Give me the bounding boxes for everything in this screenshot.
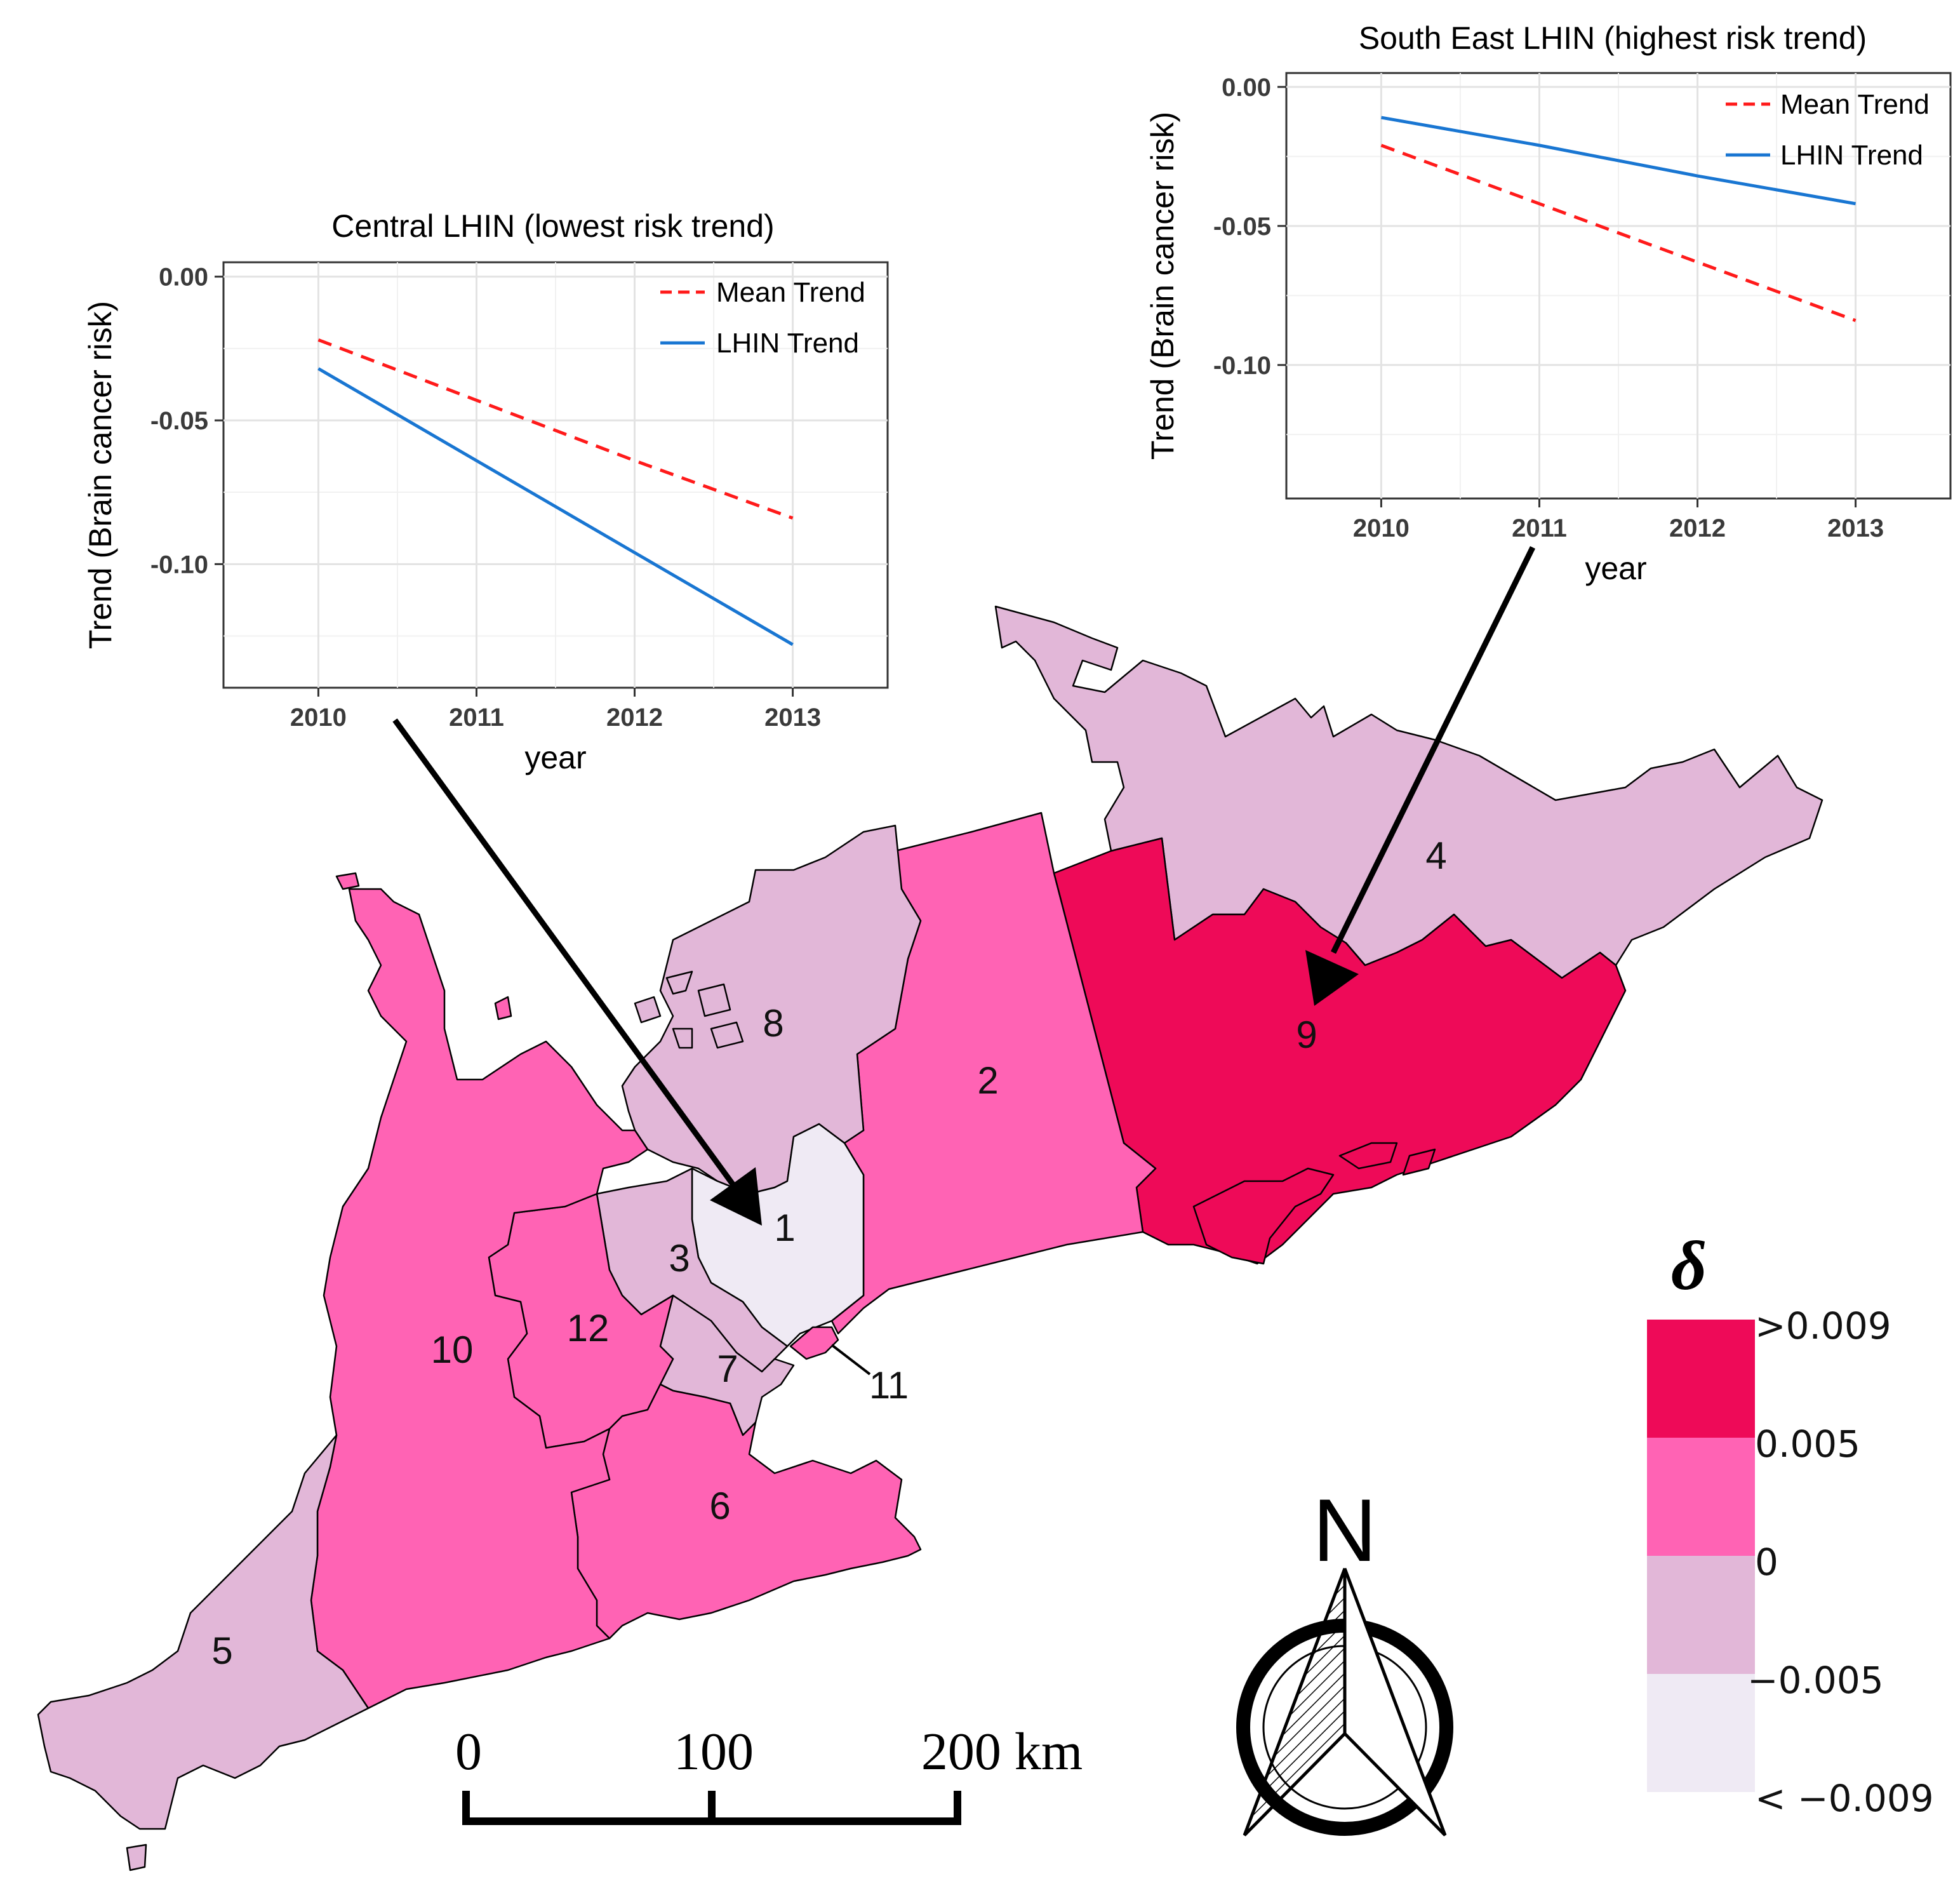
scale-label-100: 100 [674,1722,754,1781]
region-label-6: 6 [709,1485,730,1527]
gridlines [1286,73,1950,498]
y-axis-ticks: 0.00 -0.05 -0.10 [1213,74,1286,380]
scale-label-200-km: 200 km [921,1722,1083,1781]
legend-label-gt-0-009: >0.009 [1755,1304,1891,1348]
callout-arrows [392,546,1536,1226]
y-tick-label: 0.00 [159,264,208,291]
legend-label-mean-trend: Mean Trend [1780,89,1930,120]
region-10-islands [335,872,512,1020]
region-label-5: 5 [211,1629,232,1672]
region-label-12: 12 [567,1307,610,1349]
north-arrow-right-half [1343,1568,1447,1836]
color-legend: δ >0.009 0.005 0 −0.005 < −0.009 [1647,1227,1934,1820]
legend-swatch-gt-0-009 [1647,1320,1755,1438]
legend-swatch-0-005 [1647,1438,1755,1556]
region-label-7: 7 [717,1348,738,1390]
region-8-islands [634,970,744,1049]
region-5-island [126,1843,147,1871]
legend-title: δ [1671,1227,1707,1304]
chart-title: Central LHIN (lowest risk trend) [331,208,774,244]
region-label-4: 4 [1425,834,1446,877]
legend-label-lt-neg-0-009: < −0.009 [1755,1777,1934,1820]
scale-bar: 0 100 200 km [455,1722,1083,1825]
region-9-islands [1192,1142,1436,1265]
x-tick-label: 2012 [606,704,663,732]
region-10 [310,888,649,1709]
region-label-9: 9 [1296,1014,1317,1056]
scale-label-0: 0 [455,1722,482,1781]
x-tick-label: 2010 [1353,514,1410,542]
x-axis-ticks: 2010 2011 2012 2013 [1353,498,1884,542]
y-axis-ticks: 0.00 -0.05 -0.10 [150,264,223,579]
arrow-to-region-1 [392,718,744,1198]
legend-swatch-0 [1647,1556,1755,1674]
region-label-3: 3 [669,1237,690,1280]
legend-label-neg-0-005: −0.005 [1747,1659,1884,1702]
chart-legend: Mean Trend LHIN Trend [660,277,865,359]
region-label-8: 8 [763,1002,783,1045]
region-11 [789,1326,839,1360]
lhin-trend-line [1380,116,1857,206]
region-9 [1053,837,1627,1265]
y-tick-label: -0.05 [1213,213,1271,241]
region-label-2: 2 [977,1059,998,1102]
x-tick-label: 2010 [290,704,347,732]
x-tick-label: 2013 [764,704,821,732]
x-tick-label: 2011 [1512,514,1567,542]
gridlines [223,262,888,688]
south-east-lhin-chart: South East LHIN (highest risk trend) 0.0… [1145,20,1952,586]
central-lhin-chart: Central LHIN (lowest risk trend) 0.00 -0.… [83,208,889,775]
x-tick-label: 2011 [449,704,504,732]
y-axis-title: Trend (Brain cancer risk) [1145,112,1180,460]
north-arrow: N [1236,1480,1453,1836]
x-axis-ticks: 2010 2011 2012 2013 [290,688,821,732]
legend-label-0-005: 0.005 [1755,1422,1860,1466]
legend-label-lhin-trend: LHIN Trend [716,328,859,359]
x-tick-label: 2013 [1827,514,1884,542]
chart-legend: Mean Trend LHIN Trend [1726,89,1930,171]
lhin-trend-line [317,367,794,646]
arrow-head-region-9 [1305,950,1359,1006]
y-tick-label: -0.05 [150,407,208,435]
x-axis-title: year [524,740,586,775]
region-label-11: 11 [869,1364,909,1407]
mean-trend-line [1380,144,1857,323]
y-tick-label: 0.00 [1222,74,1271,102]
x-tick-label: 2012 [1669,514,1726,542]
series-layer [1380,116,1857,323]
arrow-head-region-1 [710,1167,762,1226]
region-label-1: 1 [774,1207,795,1249]
north-label: N [1312,1480,1377,1580]
chart-title: South East LHIN (highest risk trend) [1359,20,1867,56]
x-axis-title: year [1585,551,1646,586]
y-tick-label: -0.10 [1213,352,1271,380]
mean-trend-line [317,338,794,520]
scale-bar-line [462,1791,961,1825]
legend-label-lhin-trend: LHIN Trend [1780,140,1923,171]
legend-swatch-neg [1647,1674,1755,1792]
region-5 [37,1434,370,1830]
legend-label-0: 0 [1755,1541,1778,1584]
region-label-10: 10 [431,1328,474,1371]
lhin-map: 1 2 3 4 5 6 7 8 9 10 11 12 [37,605,1823,1871]
y-tick-label: -0.10 [150,551,208,579]
arrow-to-region-9 [1330,546,1536,954]
legend-label-mean-trend: Mean Trend [716,277,865,308]
series-layer [317,338,794,646]
region-11-leader-line [830,1344,871,1375]
y-axis-title: Trend (Brain cancer risk) [83,301,118,649]
